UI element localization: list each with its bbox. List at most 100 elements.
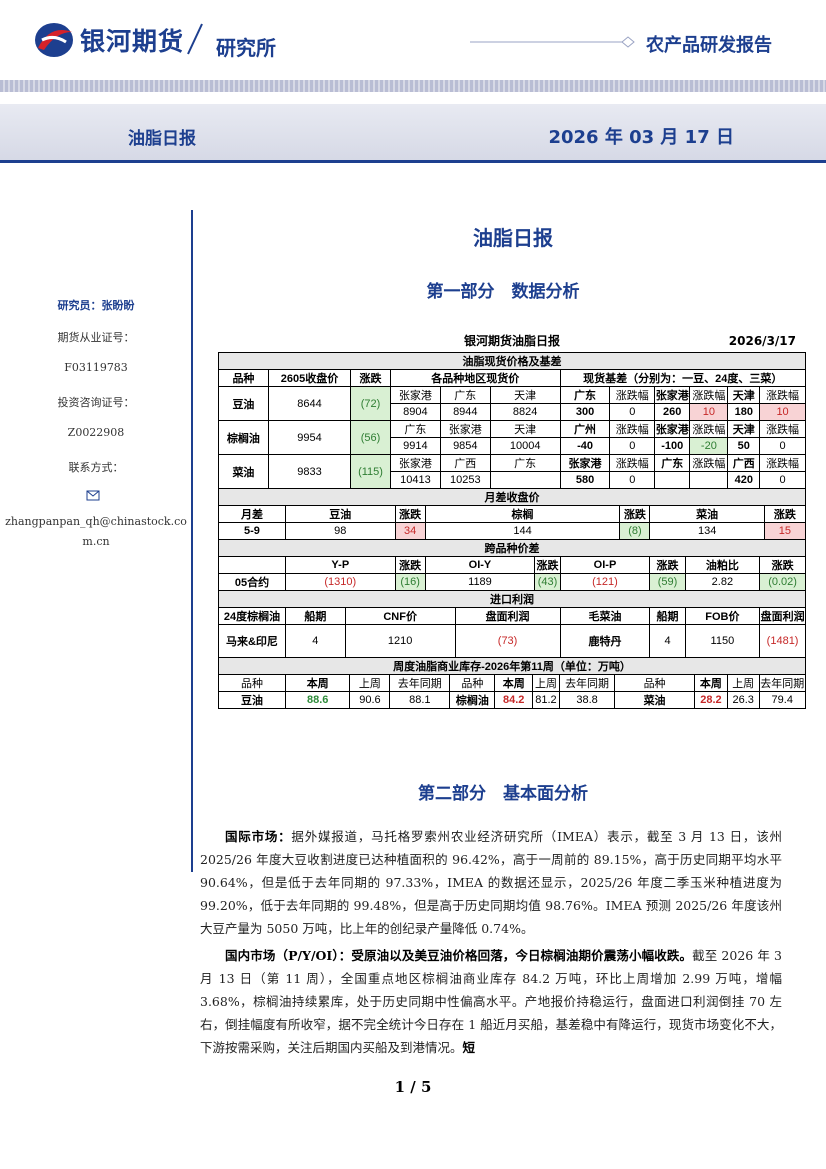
section-row: 跨品种价差: [218, 539, 806, 557]
table-cell: (43): [534, 573, 561, 591]
table-cell: 涨跌幅: [689, 420, 729, 438]
table-cell: 涨跌幅: [689, 454, 729, 472]
table-section: 周度油脂商业库存-2026年第11周（单位：万吨） 品种 本周 上周 去年同期 品种 本周上…: [218, 657, 807, 709]
table-cell: 去年同期: [758, 674, 807, 692]
table-cell: 棕榈油: [218, 420, 269, 455]
table-row: 豆油 8644 (72) 张家港 广东 天津 广东 涨跌幅 张家港 涨跌幅 天津 涨跌幅: [218, 386, 806, 421]
slash: [187, 23, 203, 55]
table-cell: 广西: [727, 454, 761, 472]
table-cell: 涨跌幅: [609, 420, 656, 438]
data-table: 银河期货油脂日报 2026/3/17 油脂现货价格及基差 品种 2605收盘价 涨跌 各品…: [218, 330, 807, 709]
table-title: 银河期货油脂日报 2026/3/17: [218, 330, 806, 352]
table-cell: 1210: [344, 624, 456, 658]
table-cell: 涨跌: [534, 556, 561, 574]
table-cell: 涨跌幅: [689, 386, 729, 404]
table-cell: FOB价: [684, 607, 761, 625]
section-row: 油脂现货价格及基差: [218, 352, 806, 370]
brand: 银河期货: [80, 27, 185, 56]
table-cell: 涨跌幅: [609, 454, 656, 472]
table-cell: 品种: [218, 674, 286, 692]
table-row: 品种 2605收盘价 涨跌 各品种地区现货价 现货基差（分别为：一豆、24度、三菜）: [218, 369, 807, 387]
table-cell: Y-P: [284, 556, 396, 574]
table-cell: 涨跌: [394, 505, 426, 523]
table-cell: 天津: [727, 386, 761, 404]
table-cell: 豆油: [218, 691, 286, 709]
table-cell: 0: [759, 437, 806, 455]
table-cell: 9954: [267, 420, 352, 455]
table-cell: 8824: [489, 403, 561, 421]
table-body: 油脂现货价格及基差 品种 2605收盘价 涨跌 各品种地区现货价 现货基差（分别为：一豆、…: [218, 352, 807, 709]
page-number: 1 / 5: [394, 1078, 432, 1096]
table-cell: 420: [727, 471, 761, 489]
table-cell: 涨跌幅: [609, 386, 656, 404]
table-cell: -100: [654, 437, 691, 455]
table-cell: 涨跌: [763, 505, 807, 523]
table-cell: [689, 471, 729, 489]
table-row: 05合约 (1310) (16) 1189 (43) (121) (59) 2.82 (0.02…: [218, 573, 806, 591]
table-cell: 4: [284, 624, 346, 658]
section-title: 跨品种价差: [218, 539, 806, 557]
table-cell: 本周: [494, 674, 533, 692]
table-cell: 90.6: [349, 691, 391, 709]
table-cell: 广东: [439, 386, 491, 404]
table-cell: 79.4: [758, 691, 807, 709]
table-cell: 涨跌: [350, 369, 391, 387]
table-cell: 豆油: [218, 386, 269, 421]
table-row: 豆油 88.6 90.6 88.1 棕榈油 84.2 81.2 38.8 菜油 28.2 26.3 7…: [218, 691, 807, 709]
table-cell: 9914: [389, 437, 441, 455]
table-cell: (8): [619, 522, 651, 540]
table-cell: 菜油: [614, 691, 695, 709]
table-cell: 15: [763, 522, 807, 540]
part-heading: 第二部分 基本面分析: [418, 784, 588, 804]
table-cell: 5-9: [218, 522, 286, 540]
table-cell: 张家港: [654, 420, 691, 438]
table-row: 8904 8944 8824 300 0 260 10 180 10: [219, 403, 806, 421]
table-row: 5-9 98 34 144 (8) 134 15: [218, 522, 807, 540]
table-cell: 88.6: [284, 691, 351, 709]
table-cell: 张家港: [559, 454, 611, 472]
table-cell: [654, 471, 691, 489]
table-cell: [489, 471, 561, 489]
table-cell: 34: [394, 522, 426, 540]
table-cell: 0: [609, 471, 656, 489]
table-cell: 0: [759, 471, 806, 489]
table-cell: 涨跌: [649, 556, 686, 574]
table-cell: 张家港: [654, 386, 691, 404]
table-cell: 0: [609, 437, 656, 455]
section-row: 进口利润: [218, 590, 806, 608]
logo-mark: [35, 23, 73, 57]
table-cell: 月差: [218, 505, 286, 523]
table-cell: 上周: [531, 674, 560, 692]
paragraph: 国际市场：据外媒报道，马托格罗索州农业经济研究所（IMEA）表示，截至 3 月 …: [200, 825, 782, 940]
banner: [0, 104, 826, 163]
table-cell: 134: [649, 522, 765, 540]
table-cell: 张家港: [389, 386, 441, 404]
table-cell: 广州: [559, 420, 611, 438]
section-title: 月差收盘价: [218, 488, 806, 506]
table-cell: 豆油: [284, 505, 396, 523]
report-category: 农产品研发报告: [646, 35, 772, 56]
table-cell: 广东: [389, 420, 441, 438]
table-cell: 广东: [559, 386, 611, 404]
table-cell: 马来&印尼: [218, 624, 286, 658]
table-row: 马来&印尼 4 1210 (73) 鹿特丹 4 1150 (1481): [218, 624, 806, 658]
table-cell: 98: [284, 522, 396, 540]
table-cell: 涨跌幅: [759, 454, 806, 472]
section-title: 进口利润: [218, 590, 806, 608]
table-cell: 上周: [726, 674, 760, 692]
table-cell: 张家港: [439, 420, 491, 438]
table-cell: 50: [727, 437, 761, 455]
table-cell: OI-P: [559, 556, 651, 574]
table-section: 跨品种价差 Y-P 涨跌 OI-Y 涨跌 OI-P 涨跌 油粕比 涨跌 05合约 (1310) (16…: [218, 539, 806, 591]
table-cell: 26.3: [726, 691, 760, 709]
section-row: 周度油脂商业库存-2026年第11周（单位：万吨）: [218, 657, 806, 675]
table-cell: 去年同期: [389, 674, 451, 692]
table-row: 24度棕榈油 船期 CNF价 盘面利润 毛菜油 船期 FOB价 盘面利润: [218, 607, 806, 625]
table-cell: 10413: [389, 471, 441, 489]
table-row: 菜油 9833 (115) 张家港 广西 广东 张家港 涨跌幅 广东 涨跌幅 广西 涨跌幅: [218, 454, 806, 489]
table-cell: 2605收盘价: [267, 369, 352, 387]
paragraph: 国内市场（P/Y/OI）：受原油以及美豆油价格回落，今日棕榈油期价震荡小幅收跌。…: [200, 944, 782, 1059]
table-cell: 涨跌: [759, 556, 806, 574]
table-cell: 张家港: [389, 454, 441, 472]
table-cell: 盘面利润: [759, 607, 806, 625]
